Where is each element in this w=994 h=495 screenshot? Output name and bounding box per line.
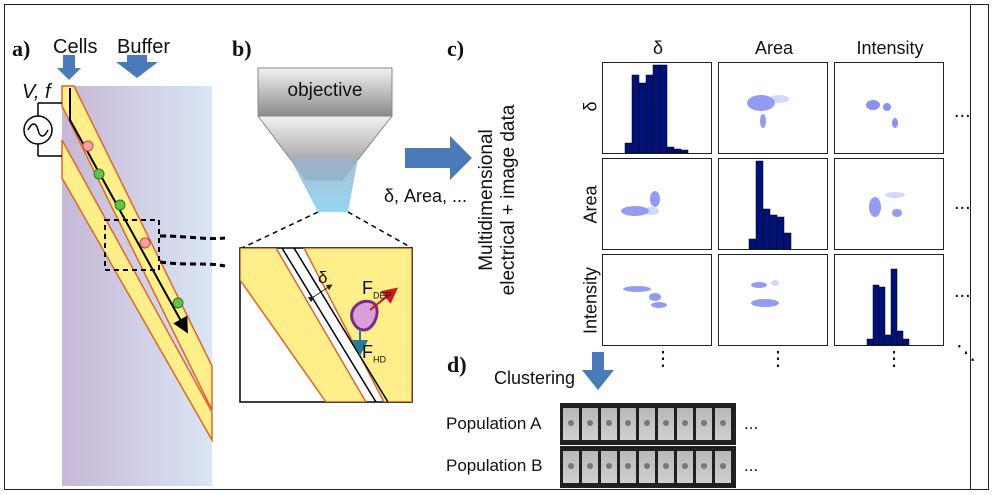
data-arrow bbox=[405, 136, 472, 180]
buffer-label: Buffer bbox=[117, 36, 170, 58]
column-ellipsis: ⋮ bbox=[653, 348, 673, 370]
buffer-inlet-arrow bbox=[116, 55, 158, 78]
panel-a-label: a) bbox=[12, 36, 31, 61]
matrix-cell-intensity-histogram bbox=[834, 254, 944, 346]
population-a-ellipsis: ... bbox=[744, 414, 759, 433]
matrix-cell-area-histogram bbox=[718, 158, 828, 250]
row-ellipsis: ... bbox=[954, 100, 971, 122]
matrix-cell-scatter bbox=[718, 62, 828, 154]
column-header: Area bbox=[754, 38, 794, 58]
figure-frame bbox=[4, 4, 989, 490]
panel-c-label: c) bbox=[447, 36, 465, 61]
cell-green bbox=[114, 199, 126, 211]
objective-cone bbox=[290, 158, 358, 212]
cell-red bbox=[82, 140, 94, 152]
clustering-arrow bbox=[582, 352, 614, 390]
cell-green bbox=[172, 297, 184, 309]
objective-body bbox=[257, 67, 393, 117]
matrix-axis-title: Multidimensional electrical + image data bbox=[476, 104, 519, 296]
fhd-label: FHD bbox=[362, 342, 386, 365]
row-ellipsis: ... bbox=[954, 192, 971, 214]
data-arrow-text: δ, Area, ... bbox=[384, 186, 468, 206]
cell-red bbox=[139, 237, 151, 249]
matrix-cell-scatter bbox=[602, 158, 712, 250]
fdep-label: FDEP bbox=[362, 278, 392, 301]
lower-electrode bbox=[61, 139, 213, 443]
right-divider bbox=[970, 4, 971, 490]
matrix-cell-scatter bbox=[834, 158, 944, 250]
diagonal-ellipsis: ⋱ bbox=[956, 342, 976, 364]
panel-d-label: d) bbox=[447, 352, 467, 377]
row-ellipsis: ... bbox=[954, 280, 971, 302]
objective-label: objective bbox=[287, 80, 363, 101]
delta-label: δ bbox=[318, 268, 328, 287]
cells-inlet-arrow bbox=[57, 55, 81, 80]
column-ellipsis: ⋮ bbox=[768, 348, 788, 370]
population-b-label: Population B bbox=[446, 456, 543, 475]
cell-green bbox=[93, 168, 105, 180]
column-header: Intensity bbox=[856, 38, 924, 58]
panel-b-label: b) bbox=[232, 36, 252, 61]
column-ellipsis: ⋮ bbox=[884, 348, 904, 370]
matrix-cell-delta-histogram bbox=[602, 62, 712, 154]
zoom-box bbox=[104, 219, 160, 271]
fdep-arrow bbox=[369, 287, 399, 311]
population-a-images bbox=[560, 403, 736, 445]
particle bbox=[350, 299, 379, 332]
population-a-label: Population A bbox=[446, 414, 542, 433]
row-header: Intensity bbox=[580, 266, 601, 335]
voltage-frequency-label: V, f bbox=[22, 81, 51, 103]
matrix-cell-scatter bbox=[834, 62, 944, 154]
row-header: δ bbox=[580, 101, 601, 112]
matrix-cell-scatter bbox=[602, 254, 712, 346]
row-header: Area bbox=[580, 185, 601, 224]
flow-arrow bbox=[69, 88, 188, 334]
population-b-ellipsis: ... bbox=[744, 456, 759, 475]
population-b-images bbox=[560, 446, 736, 488]
column-header: δ bbox=[652, 38, 664, 58]
cells-label: Cells bbox=[53, 36, 98, 58]
matrix-cell-scatter bbox=[718, 254, 828, 346]
clustering-label: Clustering bbox=[494, 368, 576, 388]
